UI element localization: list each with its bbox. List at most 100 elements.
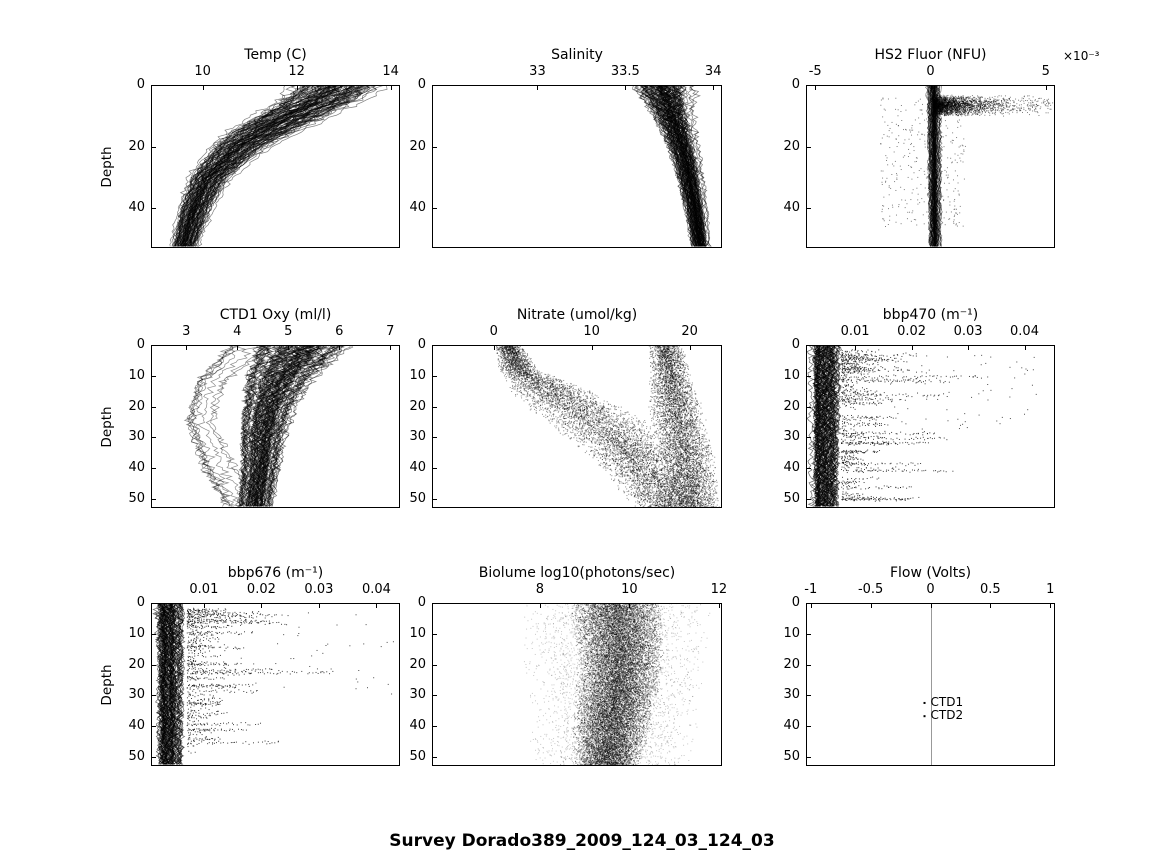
y-tick-label: 50 <box>128 748 145 764</box>
y-tick-label: 20 <box>783 656 800 672</box>
y-axis-label: Depth <box>99 663 115 706</box>
y-tick-label: 0 <box>417 77 426 92</box>
panel-salinity: Salinity 33 33.5 34 0 20 40 <box>409 47 722 248</box>
x-tick-label: 10 <box>621 582 638 597</box>
plot-area-nitrate <box>432 345 722 508</box>
y-tick-label: 10 <box>409 625 426 641</box>
y-tick-label: 40 <box>783 200 800 216</box>
panel-nitrate: Nitrate (umol/kg) 0 10 20 0 10 20 30 40 50 <box>409 307 722 508</box>
y-tick-label: 20 <box>783 398 800 414</box>
y-tick-label: 20 <box>128 398 145 414</box>
plot-area-temp <box>151 85 400 248</box>
y-tick-label: 30 <box>128 687 145 703</box>
y-tick-label: 20 <box>783 138 800 154</box>
x-tick-label: 20 <box>681 324 698 339</box>
y-tick-label: 40 <box>128 718 145 734</box>
y-tick-label: 50 <box>409 490 426 506</box>
y-tick-label: 40 <box>409 200 426 216</box>
y-tick-label: 0 <box>791 595 800 610</box>
y-tick-label: 10 <box>128 625 145 641</box>
panel-temp: Temp (C) 10 12 14 0 20 40 Depth <box>99 47 400 248</box>
y-tick-label: 0 <box>136 337 145 352</box>
x-tick-label: 3 <box>182 324 191 339</box>
x-tick-label: 34 <box>704 64 722 79</box>
x-tick-label: 0.03 <box>953 324 983 339</box>
x-tick-label: 33.5 <box>610 64 640 79</box>
legend-label: CTD1 <box>930 694 964 709</box>
panel-flow: Flow (Volts) -1 -0.5 0 0.5 1 0 10 20 30 40 50 CTD1 CT… <box>783 565 1055 766</box>
y-tick-label: 10 <box>783 367 800 383</box>
y-tick-label: 10 <box>783 625 800 641</box>
x-tick-label: 7 <box>386 324 395 339</box>
panel-hs2_fluor: HS2 Fluor (NFU) ×10⁻³ -5 0 5 0 20 40 <box>783 47 1099 248</box>
x-tick-label: 0.03 <box>304 582 334 597</box>
y-tick-label: 0 <box>417 595 426 610</box>
y-tick-label: 10 <box>409 367 426 383</box>
x-tick-label: 0.02 <box>246 582 276 597</box>
panel-title-bbp676: bbp676 (m⁻¹) <box>227 565 324 581</box>
y-tick-label: 40 <box>409 718 426 734</box>
x-tick-label: 10 <box>583 324 600 339</box>
x-tick-label: 0 <box>489 324 498 339</box>
panel-ctd1_oxy: CTD1 Oxy (ml/l) 3 4 5 6 7 0 10 20 30 40 50 Depth <box>99 307 400 508</box>
y-tick-label: 20 <box>128 138 145 154</box>
y-tick-label: 20 <box>128 656 145 672</box>
plot-area-hs2_fluor <box>806 85 1055 248</box>
panel-title-biolume: Biolume log10(photons/sec) <box>478 565 676 581</box>
y-tick-label: 50 <box>783 748 800 764</box>
y-tick-label: 40 <box>128 200 145 216</box>
x-tick-label: 33 <box>529 64 546 79</box>
x-tick-label: -5 <box>808 64 822 79</box>
panel-title-ctd1_oxy: CTD1 Oxy (ml/l) <box>219 307 332 323</box>
y-tick-label: 50 <box>128 490 145 506</box>
x-tick-label: 1 <box>1046 582 1055 597</box>
y-tick-label: 20 <box>409 138 426 154</box>
panel-bbp676: bbp676 (m⁻¹) 0.01 0.02 0.03 0.04 0 10 20 30 40 50 D… <box>99 565 400 766</box>
x-tick-label: 14 <box>382 64 399 79</box>
plot-area-bbp470 <box>806 345 1055 508</box>
axis-multiplier-hs2_fluor: ×10⁻³ <box>1063 49 1100 63</box>
y-tick-label: 0 <box>136 77 145 92</box>
y-tick-label: 40 <box>783 718 800 734</box>
y-tick-label: 30 <box>128 429 145 445</box>
y-tick-label: 0 <box>791 337 800 352</box>
y-tick-label: 20 <box>409 398 426 414</box>
panel-biolume: Biolume log10(photons/sec) 8 10 12 0 10 20 30 40… <box>409 565 727 766</box>
x-tick-label: 5 <box>284 324 293 339</box>
y-tick-label: 30 <box>409 687 426 703</box>
x-tick-label: 8 <box>535 582 544 597</box>
plot-area-flow <box>806 603 1055 766</box>
plot-area-bbp676 <box>151 603 400 766</box>
y-tick-label: 30 <box>409 429 426 445</box>
x-tick-label: 4 <box>233 324 242 339</box>
x-tick-label: 0.01 <box>840 324 870 339</box>
y-tick-label: 0 <box>136 595 145 610</box>
panel-title-bbp470: bbp470 (m⁻¹) <box>882 307 979 323</box>
y-tick-label: 50 <box>783 490 800 506</box>
y-tick-label: 20 <box>409 656 426 672</box>
y-tick-label: 50 <box>409 748 426 764</box>
x-tick-label: 10 <box>194 64 211 79</box>
plot-area-ctd1_oxy <box>151 345 400 508</box>
panel-title-hs2_fluor: HS2 Fluor (NFU) <box>874 47 987 63</box>
x-tick-label: 12 <box>288 64 305 79</box>
legend-label: CTD2 <box>930 708 964 723</box>
panel-title-flow: Flow (Volts) <box>889 565 972 581</box>
y-tick-label: 40 <box>128 460 145 476</box>
figure-title: Survey Dorado389_2009_124_03_124_03 <box>389 831 775 851</box>
panel-title-temp: Temp (C) <box>244 47 307 63</box>
plot-area-salinity <box>432 85 722 248</box>
x-tick-label: -1 <box>804 582 818 597</box>
y-tick-label: 30 <box>783 429 800 445</box>
y-tick-label: 40 <box>409 460 426 476</box>
x-tick-label: -0.5 <box>857 582 884 597</box>
x-tick-label: 5 <box>1041 64 1050 79</box>
y-tick-label: 40 <box>783 460 800 476</box>
x-tick-label: 0.04 <box>361 582 391 597</box>
x-tick-label: 0.01 <box>189 582 219 597</box>
y-tick-label: 10 <box>128 367 145 383</box>
y-axis-label: Depth <box>99 145 115 188</box>
plot-area-biolume <box>432 603 722 766</box>
y-axis-label: Depth <box>99 405 115 448</box>
